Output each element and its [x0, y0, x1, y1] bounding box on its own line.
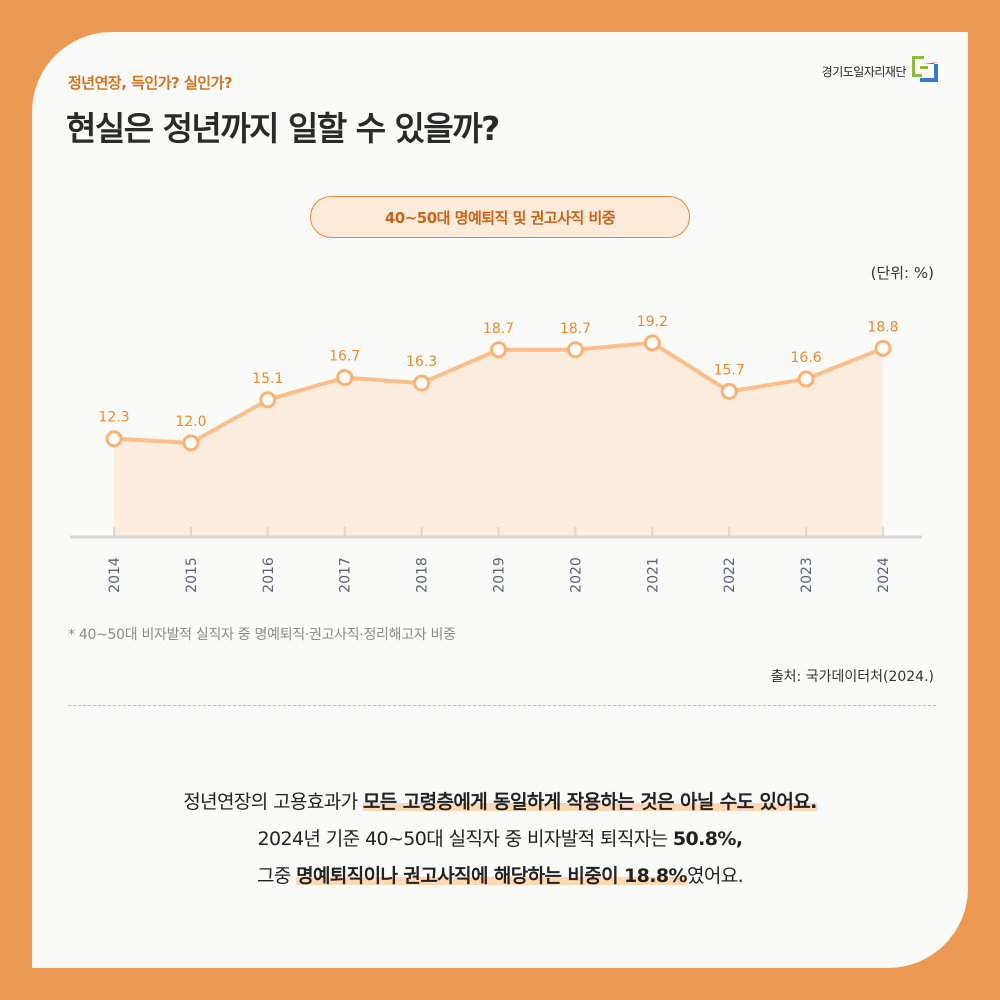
- x-tick-label: 2015: [184, 557, 200, 593]
- page-title: 현실은 정년까지 일할 수 있을까?: [66, 109, 500, 148]
- kicker-text: 정년연장, 득인가? 실인가?: [68, 74, 233, 92]
- x-tick-label: 2021: [645, 557, 661, 593]
- data-value-label: 12.0: [175, 414, 206, 430]
- data-value-label: 16.6: [791, 350, 822, 366]
- unit-label: (단위: %): [870, 264, 934, 282]
- x-tick-label: 2023: [799, 557, 815, 593]
- summary-highlight: 모든 고령층에게 동일하게 작용하는 것은 아닐 수도 있어요.: [362, 791, 817, 813]
- summary-plain: 였어요.: [686, 865, 744, 887]
- data-point: [182, 434, 200, 452]
- source-text: 출처: 국가데이터처(2024.): [770, 669, 934, 685]
- data-value-label: 12.3: [98, 410, 129, 426]
- x-tick-label: 2020: [568, 557, 584, 593]
- data-point: [105, 430, 123, 448]
- data-value-label: 18.7: [560, 321, 591, 337]
- logo-icon: [912, 56, 938, 82]
- data-point: [336, 369, 354, 387]
- logo: 경기도일자리재단: [822, 54, 940, 84]
- summary-line-2: 2024년 기준 40~50대 실직자 중 비자발적 퇴직자는 50.8%,: [32, 821, 968, 858]
- data-point: [720, 382, 738, 400]
- data-point: [643, 334, 661, 352]
- x-tick-label: 2024: [876, 557, 892, 593]
- x-tick-label: 2018: [415, 557, 431, 593]
- divider: [68, 705, 936, 706]
- x-tick-label: 2014: [107, 557, 123, 593]
- logo-text: 경기도일자리재단: [821, 65, 907, 79]
- data-value-label: 16.7: [329, 349, 360, 365]
- x-tick-label: 2017: [338, 557, 354, 593]
- summary-line-1: 정년연장의 고용효과가 모든 고령층에게 동일하게 작용하는 것은 아닐 수도 …: [32, 784, 968, 821]
- data-point: [797, 370, 815, 388]
- footnote: * 40~50대 비자발적 실직자 중 명예퇴직·권고사직·정리해고자 비중: [68, 627, 456, 643]
- summary-text: 정년연장의 고용효과가 모든 고령층에게 동일하게 작용하는 것은 아닐 수도 …: [32, 784, 968, 895]
- data-value-label: 16.3: [406, 354, 437, 370]
- line-chart: 12.3 2014 12.0 2015 15.1 2016 16.7 2017 16.3 2018…: [70, 314, 922, 593]
- data-value-label: 18.8: [867, 319, 898, 335]
- x-tick-label: 2022: [722, 557, 738, 593]
- summary-bold: 50.8%,: [672, 828, 743, 850]
- data-value-label: 15.1: [252, 371, 283, 387]
- data-value-label: 15.7: [714, 362, 745, 378]
- summary-plain: 그중: [256, 865, 297, 887]
- area-fill: [114, 342, 883, 537]
- data-point: [259, 391, 277, 409]
- summary-plain: 정년연장의 고용효과가: [183, 791, 363, 813]
- data-value-label: 18.7: [483, 321, 514, 337]
- data-point: [874, 339, 892, 357]
- x-tick-label: 2016: [261, 557, 277, 593]
- chart-title-pill: 40~50대 명예퇴직 및 권고사직 비중: [310, 196, 690, 238]
- data-point: [490, 341, 507, 359]
- infographic-card: 정년연장, 득인가? 실인가? 현실은 정년까지 일할 수 있을까? 경기도일자…: [32, 32, 968, 968]
- data-point: [566, 341, 584, 359]
- summary-highlight: 명예퇴직이나 권고사직에 해당하는 비중이 18.8%: [296, 865, 688, 887]
- summary-plain: 2024년 기준 40~50대 실직자 중 비자발적 퇴직자는: [257, 828, 673, 850]
- summary-line-3: 그중 명예퇴직이나 권고사직에 해당하는 비중이 18.8%였어요.: [32, 858, 968, 895]
- data-value-label: 19.2: [637, 314, 668, 330]
- data-point: [413, 374, 431, 392]
- x-tick-label: 2019: [492, 557, 508, 593]
